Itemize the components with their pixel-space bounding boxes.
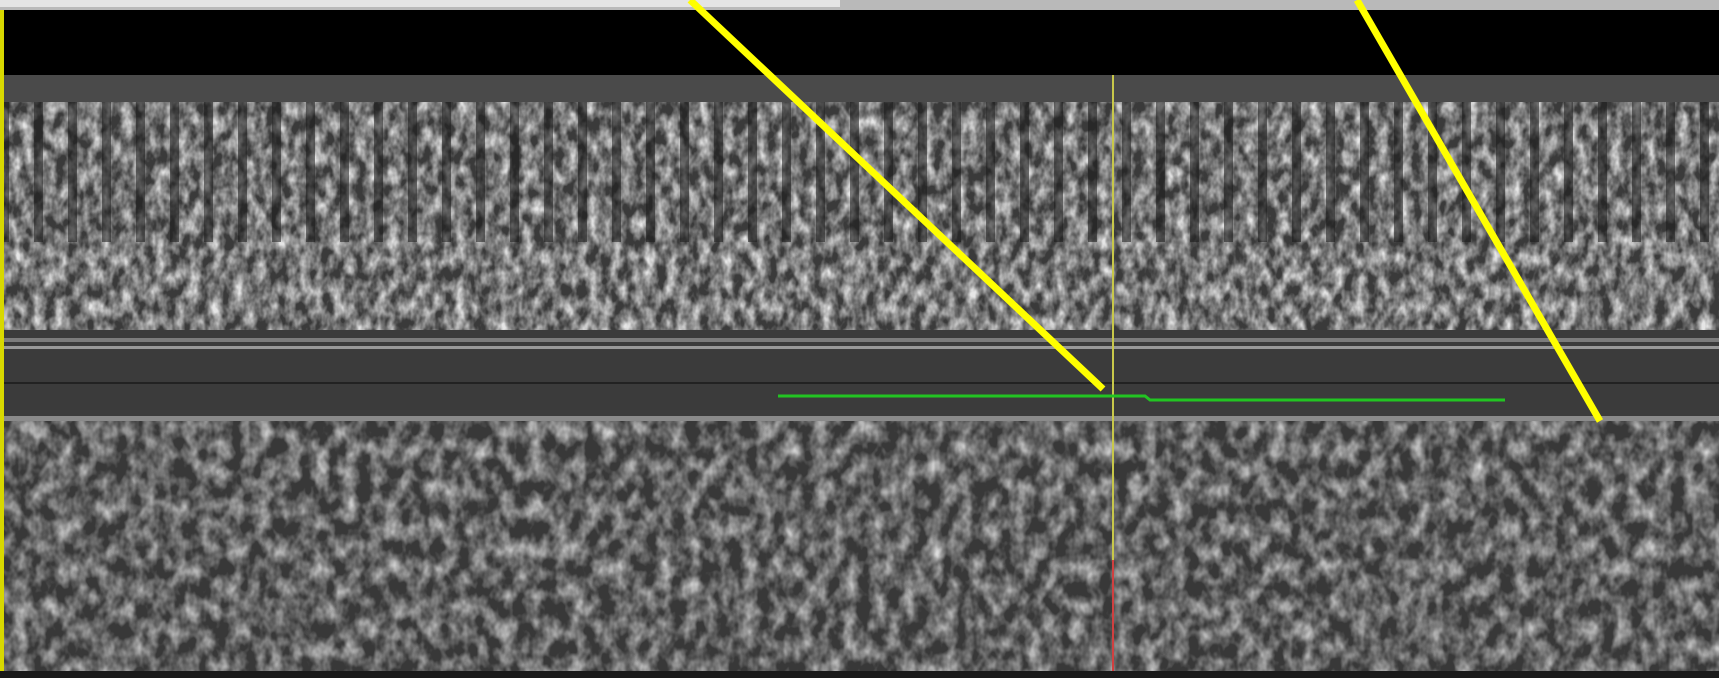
surface-band: [4, 75, 1719, 102]
echogram-view: [0, 0, 1719, 678]
body: [0, 0, 1719, 678]
page: {} html, body { margin: 0; padding: 0; b…: [0, 0, 1719, 678]
layer-band: [4, 330, 1719, 420]
scrollbar-thumb[interactable]: [0, 0, 840, 7]
layer-line: [4, 338, 1719, 342]
upper-echo-stripes: [4, 102, 1719, 242]
layer-line: [4, 382, 1719, 384]
layer-line: [4, 346, 1719, 349]
lower-echo-texture: [4, 421, 1719, 671]
layer-line: [4, 416, 1719, 421]
bottom-border: [0, 671, 1719, 678]
left-border: [0, 10, 4, 678]
